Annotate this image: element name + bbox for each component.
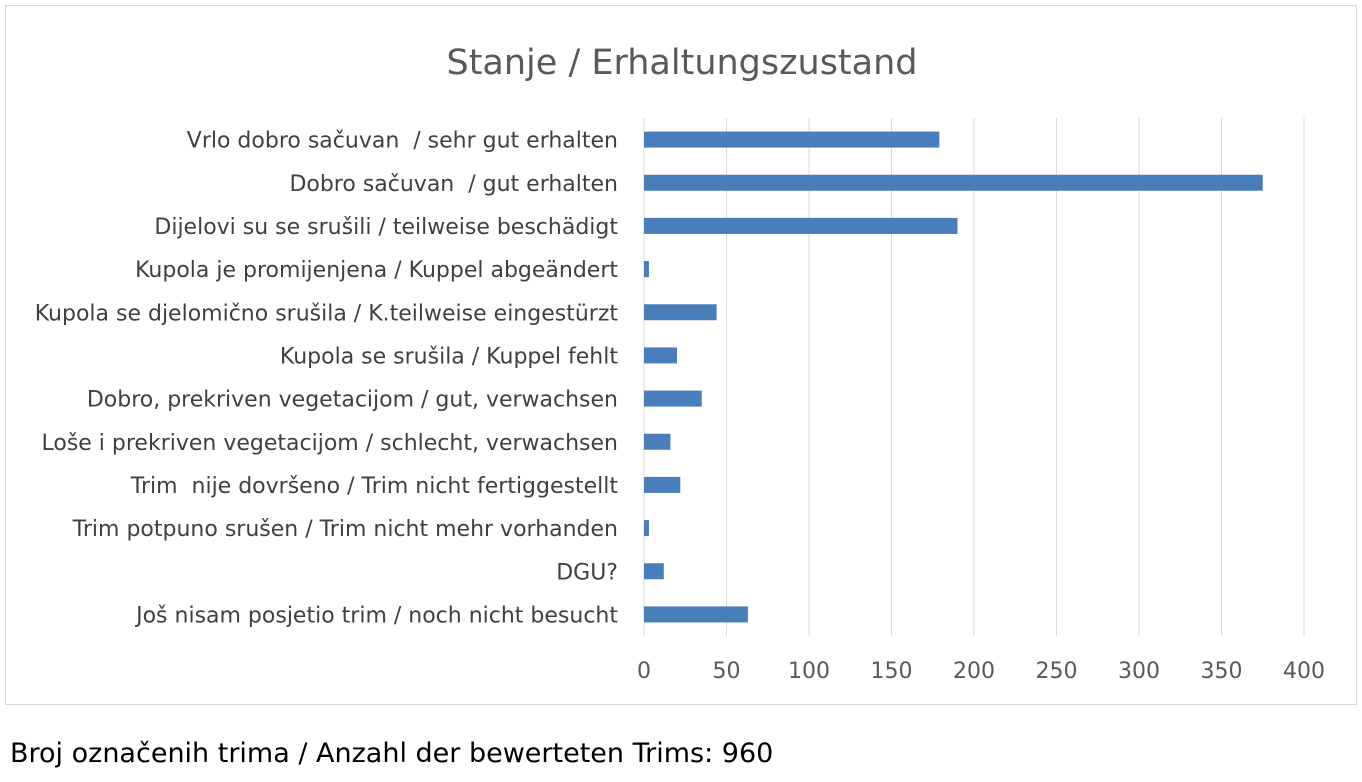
category-label: Vrlo dobro sačuvan / sehr gut erhalten [187, 129, 618, 154]
bar [644, 563, 664, 580]
bar [644, 174, 1263, 191]
bar [644, 304, 717, 321]
category-label: DGU? [556, 560, 618, 585]
category-label: Dijelovi su se srušili / teilweise besch… [154, 215, 618, 240]
bar-chart: Stanje / Erhaltungszustand Vrlo dobro sa… [35, 43, 1325, 684]
category-label: Kupola se djelomično srušila / K.teilwei… [35, 301, 619, 326]
x-tick-label: 0 [637, 659, 651, 684]
x-tick-label: 400 [1283, 659, 1325, 684]
category-labels: Vrlo dobro sačuvan / sehr gut erhalten Do… [35, 129, 619, 629]
x-axis-tick-labels: 0 50 100 150 200 250 300 350 400 [637, 659, 1325, 684]
category-label: Kupola je promijenjena / Kuppel abgeände… [135, 258, 618, 283]
grid-lines [643, 118, 1305, 636]
category-label: Dobro, prekriven vegetacijom / gut, verw… [87, 388, 618, 413]
bar [644, 433, 671, 450]
x-tick-label: 300 [1118, 659, 1160, 684]
bar [644, 390, 702, 407]
x-tick-label: 200 [953, 659, 995, 684]
x-tick-label: 50 [713, 659, 741, 684]
category-label: Dobro sačuvan / gut erhalten [289, 172, 618, 197]
category-label: Loše i prekriven vegetacijom / schlecht,… [41, 431, 618, 456]
bar [644, 347, 677, 364]
x-tick-label: 250 [1036, 659, 1078, 684]
x-tick-label: 350 [1201, 659, 1243, 684]
x-tick-label: 100 [788, 659, 830, 684]
bar [644, 606, 748, 623]
category-label: Trim potpuno srušen / Trim nicht mehr vo… [72, 517, 618, 542]
chart-title: Stanje / Erhaltungszustand [446, 43, 917, 83]
bar [644, 217, 958, 234]
bar [644, 131, 940, 148]
category-label: Još nisam posjetio trim / noch nicht bes… [134, 603, 618, 628]
bar [644, 261, 649, 278]
chart-frame: Stanje / Erhaltungszustand Vrlo dobro sa… [5, 5, 1357, 705]
x-tick-label: 150 [871, 659, 913, 684]
category-label: Kupola se srušila / Kuppel fehlt [280, 344, 618, 369]
category-label: Trim nije dovršeno / Trim nicht fertigge… [130, 474, 619, 499]
bar [644, 520, 649, 537]
bars [644, 131, 1263, 623]
bar [644, 476, 681, 493]
footer-note: Broj označenih trima / Anzahl der bewert… [10, 738, 774, 769]
